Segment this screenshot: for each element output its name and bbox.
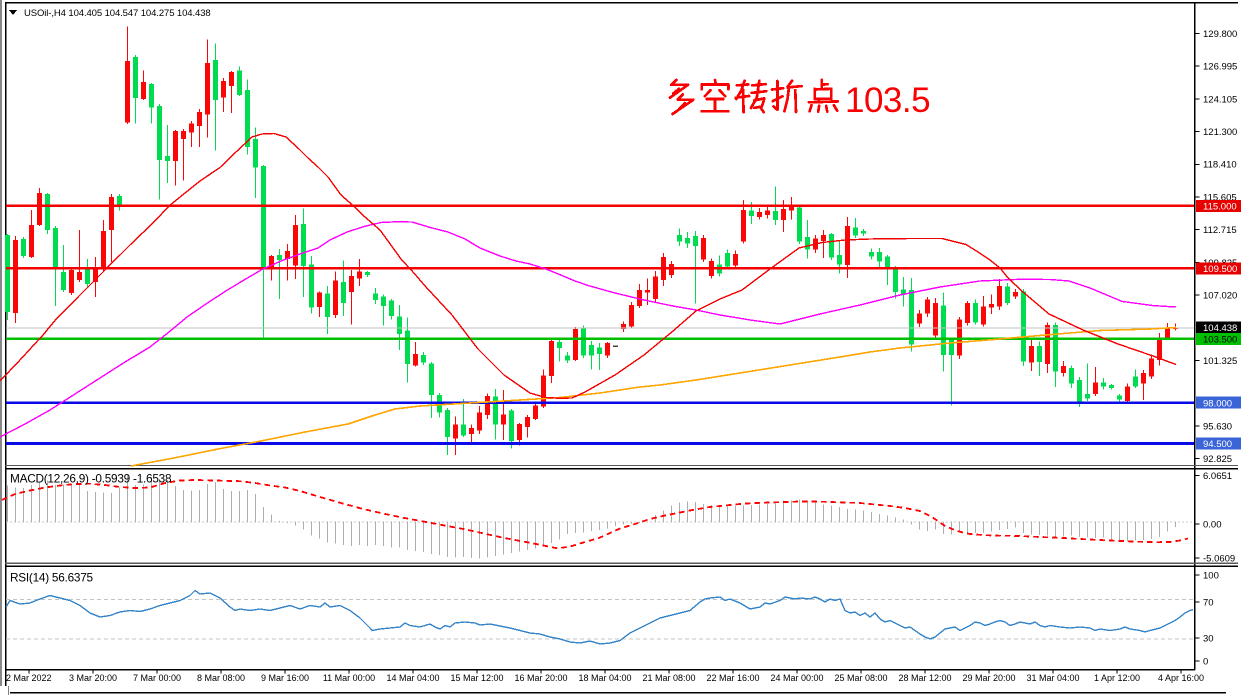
svg-text:104.438: 104.438 bbox=[1203, 323, 1237, 334]
svg-text:21 Mar 08:00: 21 Mar 08:00 bbox=[642, 673, 695, 683]
svg-text:70: 70 bbox=[1203, 597, 1214, 608]
svg-text:29 Mar 20:00: 29 Mar 20:00 bbox=[962, 673, 1015, 683]
svg-text:124.105: 124.105 bbox=[1203, 94, 1237, 105]
svg-text:16 Mar 20:00: 16 Mar 20:00 bbox=[514, 673, 567, 683]
svg-text:112.715: 112.715 bbox=[1203, 225, 1237, 236]
svg-text:8 Mar 08:00: 8 Mar 08:00 bbox=[197, 673, 245, 683]
svg-text:126.995: 126.995 bbox=[1203, 62, 1237, 73]
svg-text:100: 100 bbox=[1203, 570, 1219, 581]
svg-text:92.825: 92.825 bbox=[1203, 454, 1232, 465]
svg-text:14 Mar 04:00: 14 Mar 04:00 bbox=[386, 673, 439, 683]
svg-text:129.800: 129.800 bbox=[1203, 29, 1237, 40]
svg-text:30: 30 bbox=[1203, 633, 1214, 644]
svg-text:22 Mar 16:00: 22 Mar 16:00 bbox=[706, 673, 759, 683]
svg-text:3 Mar 20:00: 3 Mar 20:00 bbox=[69, 673, 117, 683]
svg-text:31 Mar 04:00: 31 Mar 04:00 bbox=[1026, 673, 1079, 683]
svg-text:4 Apr 16:00: 4 Apr 16:00 bbox=[1158, 673, 1204, 683]
svg-text:7 Mar 00:00: 7 Mar 00:00 bbox=[133, 673, 181, 683]
svg-text:107.020: 107.020 bbox=[1203, 291, 1237, 302]
svg-text:94.500: 94.500 bbox=[1203, 439, 1232, 450]
svg-text:15 Mar 12:00: 15 Mar 12:00 bbox=[450, 673, 503, 683]
svg-text:118.410: 118.410 bbox=[1203, 160, 1237, 171]
svg-text:101.325: 101.325 bbox=[1203, 356, 1237, 367]
svg-text:103.500: 103.500 bbox=[1203, 335, 1237, 346]
svg-text:28 Mar 12:00: 28 Mar 12:00 bbox=[898, 673, 951, 683]
svg-text:0: 0 bbox=[1203, 656, 1208, 667]
svg-text:USOil-,H4 104.405 104.547 104: USOil-,H4 104.405 104.547 104.275 104.43… bbox=[24, 8, 211, 19]
svg-text:-5.0609: -5.0609 bbox=[1203, 553, 1235, 564]
svg-text:121.300: 121.300 bbox=[1203, 127, 1237, 138]
svg-text:11 Mar 00:00: 11 Mar 00:00 bbox=[323, 673, 375, 683]
svg-text:0.00: 0.00 bbox=[1203, 519, 1222, 530]
svg-text:109.500: 109.500 bbox=[1203, 264, 1237, 275]
svg-text:1 Apr 12:00: 1 Apr 12:00 bbox=[1094, 673, 1140, 683]
svg-text:9 Mar 16:00: 9 Mar 16:00 bbox=[261, 673, 309, 683]
svg-text:18 Mar 04:00: 18 Mar 04:00 bbox=[578, 673, 631, 683]
svg-text:2 Mar 2022: 2 Mar 2022 bbox=[6, 673, 52, 683]
svg-text:24 Mar 00:00: 24 Mar 00:00 bbox=[770, 673, 823, 683]
svg-text:98.000: 98.000 bbox=[1203, 398, 1232, 409]
svg-text:MACD(12,26,9) -0.5939 -1.6538: MACD(12,26,9) -0.5939 -1.6538 bbox=[10, 472, 172, 486]
svg-text:103.5: 103.5 bbox=[845, 81, 930, 120]
svg-text:95.630: 95.630 bbox=[1203, 421, 1232, 432]
svg-text:25 Mar 08:00: 25 Mar 08:00 bbox=[834, 673, 887, 683]
svg-text:115.000: 115.000 bbox=[1203, 202, 1237, 213]
svg-text:115.605: 115.605 bbox=[1203, 192, 1237, 203]
svg-text:RSI(14) 56.6375: RSI(14) 56.6375 bbox=[10, 571, 94, 585]
svg-text:6.0651: 6.0651 bbox=[1203, 471, 1232, 482]
